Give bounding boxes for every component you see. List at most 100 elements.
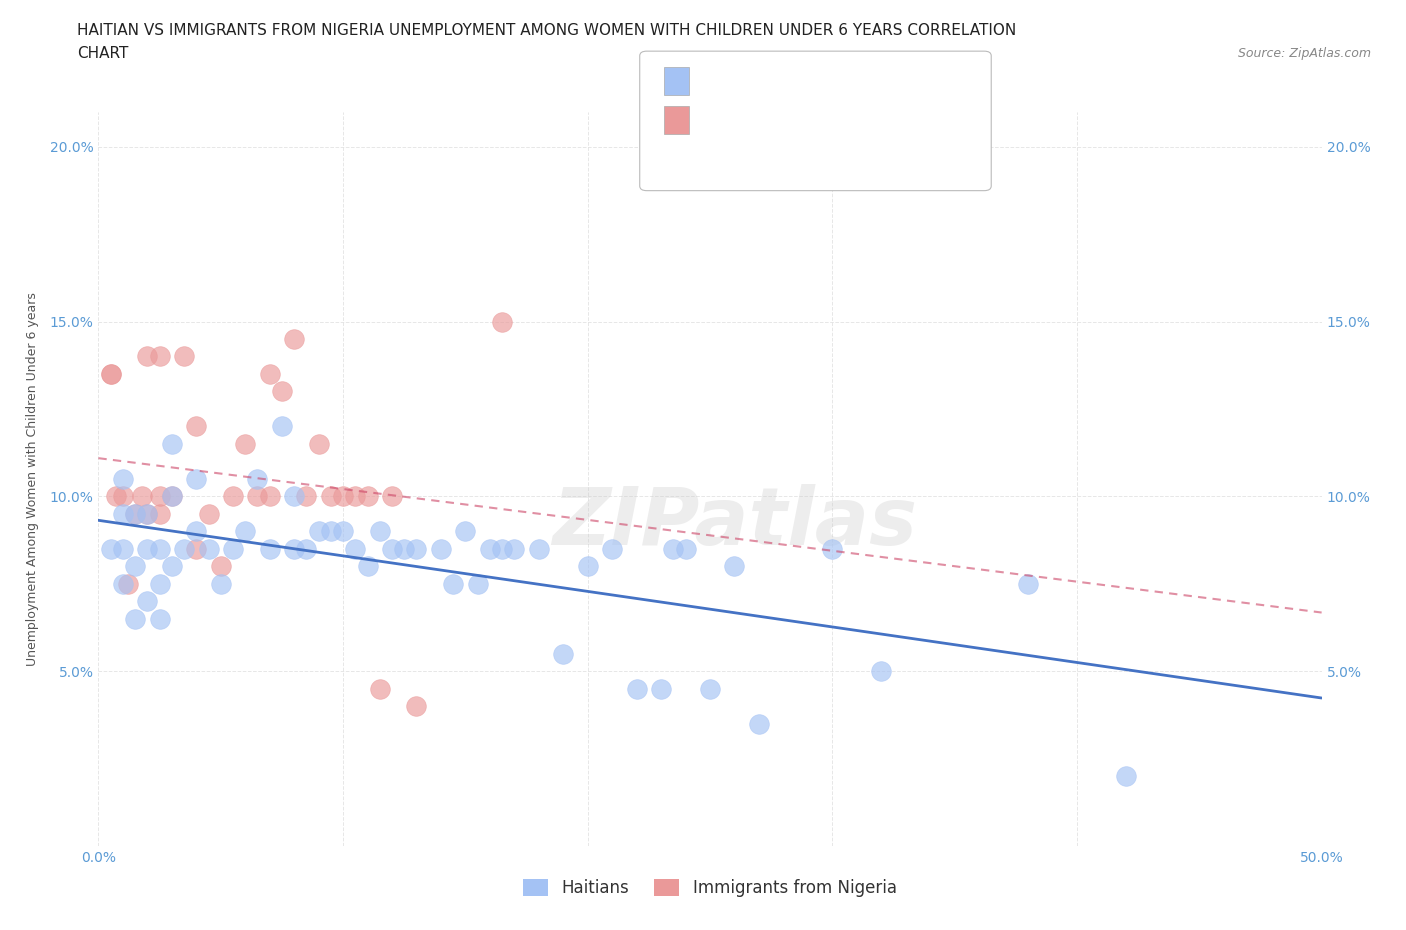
Point <box>111 489 134 504</box>
Point <box>173 349 195 364</box>
Point <box>111 507 134 522</box>
Point <box>270 419 294 434</box>
Point <box>100 366 122 381</box>
Point <box>1017 577 1039 591</box>
Point <box>209 559 232 574</box>
Point <box>319 489 342 504</box>
Point <box>160 489 183 504</box>
Point <box>104 489 127 504</box>
Point <box>454 524 477 538</box>
Point <box>259 541 281 556</box>
Point <box>136 507 159 522</box>
Point <box>233 436 256 451</box>
Point <box>246 489 269 504</box>
Point <box>283 489 305 504</box>
Point <box>136 507 159 522</box>
Point <box>149 489 172 504</box>
Point <box>186 419 208 434</box>
Point <box>186 472 208 486</box>
Text: CHART: CHART <box>77 46 129 61</box>
Text: ZIPatlas: ZIPatlas <box>553 484 917 562</box>
Point <box>527 541 550 556</box>
Point <box>111 541 134 556</box>
Point <box>160 559 183 574</box>
Point <box>233 524 256 538</box>
Point <box>600 541 623 556</box>
Y-axis label: Unemployment Among Women with Children Under 6 years: Unemployment Among Women with Children U… <box>25 292 38 666</box>
Point <box>124 507 146 522</box>
Point <box>136 594 159 609</box>
Point <box>160 489 183 504</box>
Point <box>405 699 427 714</box>
Text: Source: ZipAtlas.com: Source: ZipAtlas.com <box>1237 46 1371 60</box>
Point <box>209 577 232 591</box>
Point <box>283 332 305 347</box>
Point <box>124 559 146 574</box>
Point <box>308 436 330 451</box>
Point <box>131 489 153 504</box>
Point <box>308 524 330 538</box>
Point <box>368 524 391 538</box>
Point <box>344 489 367 504</box>
Legend: Haitians, Immigrants from Nigeria: Haitians, Immigrants from Nigeria <box>516 872 904 904</box>
Point <box>111 577 134 591</box>
Point <box>467 577 489 591</box>
Point <box>626 682 648 697</box>
Point <box>197 541 219 556</box>
Text: HAITIAN VS IMMIGRANTS FROM NIGERIA UNEMPLOYMENT AMONG WOMEN WITH CHILDREN UNDER : HAITIAN VS IMMIGRANTS FROM NIGERIA UNEMP… <box>77 23 1017 38</box>
Point <box>100 541 122 556</box>
Point <box>405 541 427 556</box>
Point <box>136 541 159 556</box>
Point <box>344 541 367 556</box>
Point <box>392 541 416 556</box>
Point <box>149 349 172 364</box>
Point <box>259 366 281 381</box>
Point <box>222 489 245 504</box>
Point <box>124 611 146 626</box>
Point <box>553 646 575 661</box>
Point <box>124 507 146 522</box>
Point <box>111 472 134 486</box>
Point <box>441 577 464 591</box>
Point <box>117 577 139 591</box>
Point <box>160 436 183 451</box>
Point <box>368 682 391 697</box>
Point <box>478 541 501 556</box>
Point <box>723 559 745 574</box>
Point <box>136 349 159 364</box>
Point <box>491 541 513 556</box>
Point <box>503 541 526 556</box>
Point <box>149 507 172 522</box>
Point <box>356 489 378 504</box>
Point <box>186 524 208 538</box>
Point <box>381 541 404 556</box>
Point <box>173 541 195 556</box>
Point <box>675 541 697 556</box>
Point <box>149 611 172 626</box>
Point <box>295 489 318 504</box>
Text: R = -0.087   N = 61: R = -0.087 N = 61 <box>703 72 880 90</box>
Text: R =   0.110   N = 35: R = 0.110 N = 35 <box>703 111 884 129</box>
Point <box>870 664 893 679</box>
Point <box>270 384 294 399</box>
Point <box>186 541 208 556</box>
Point <box>1115 769 1137 784</box>
Point <box>821 541 844 556</box>
Point <box>381 489 404 504</box>
Point <box>319 524 342 538</box>
Point <box>748 716 770 731</box>
Point <box>662 541 685 556</box>
Point <box>332 524 354 538</box>
Point <box>332 489 354 504</box>
Point <box>149 541 172 556</box>
Point <box>246 472 269 486</box>
Point <box>576 559 599 574</box>
Point <box>491 314 513 329</box>
Point <box>197 507 219 522</box>
Point <box>100 366 122 381</box>
Point <box>430 541 453 556</box>
Point <box>356 559 378 574</box>
Point <box>222 541 245 556</box>
Point <box>650 682 672 697</box>
Point <box>295 541 318 556</box>
